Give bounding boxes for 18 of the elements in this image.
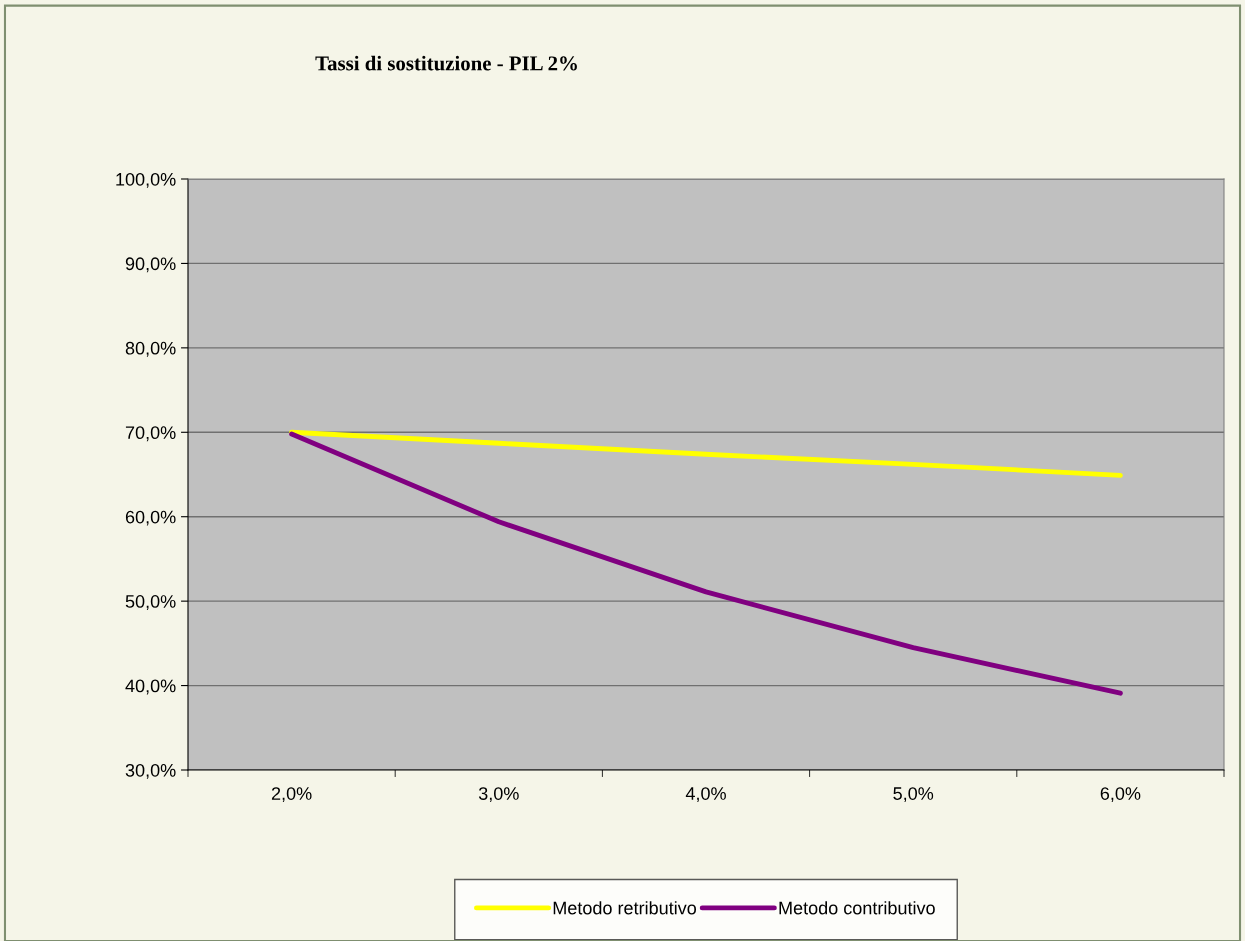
x-tick-label: 4,0%	[685, 787, 726, 803]
legend-label: Metodo contributivo	[779, 901, 935, 915]
y-tick-label: 60,0%	[125, 510, 176, 526]
x-tick-label: 3,0%	[478, 787, 519, 803]
x-tick-label: 6,0%	[1100, 787, 1141, 803]
chart-title: Tassi di sostituzione - PIL 2%	[315, 55, 577, 71]
y-tick-label: 90,0%	[125, 257, 176, 273]
legend-label: Metodo retributivo	[553, 901, 697, 915]
y-tick-label: 70,0%	[125, 426, 176, 442]
y-tick-label: 80,0%	[125, 341, 176, 357]
y-tick-label: 40,0%	[125, 679, 176, 695]
x-tick-label: 5,0%	[893, 787, 934, 803]
y-tick-label: 30,0%	[125, 763, 176, 779]
y-tick-label: 50,0%	[125, 595, 176, 610]
y-tick-label: 100,0%	[116, 172, 176, 188]
x-tick-label: 2,0%	[271, 787, 312, 803]
line-series	[289, 429, 1123, 478]
line-series	[289, 431, 1123, 696]
